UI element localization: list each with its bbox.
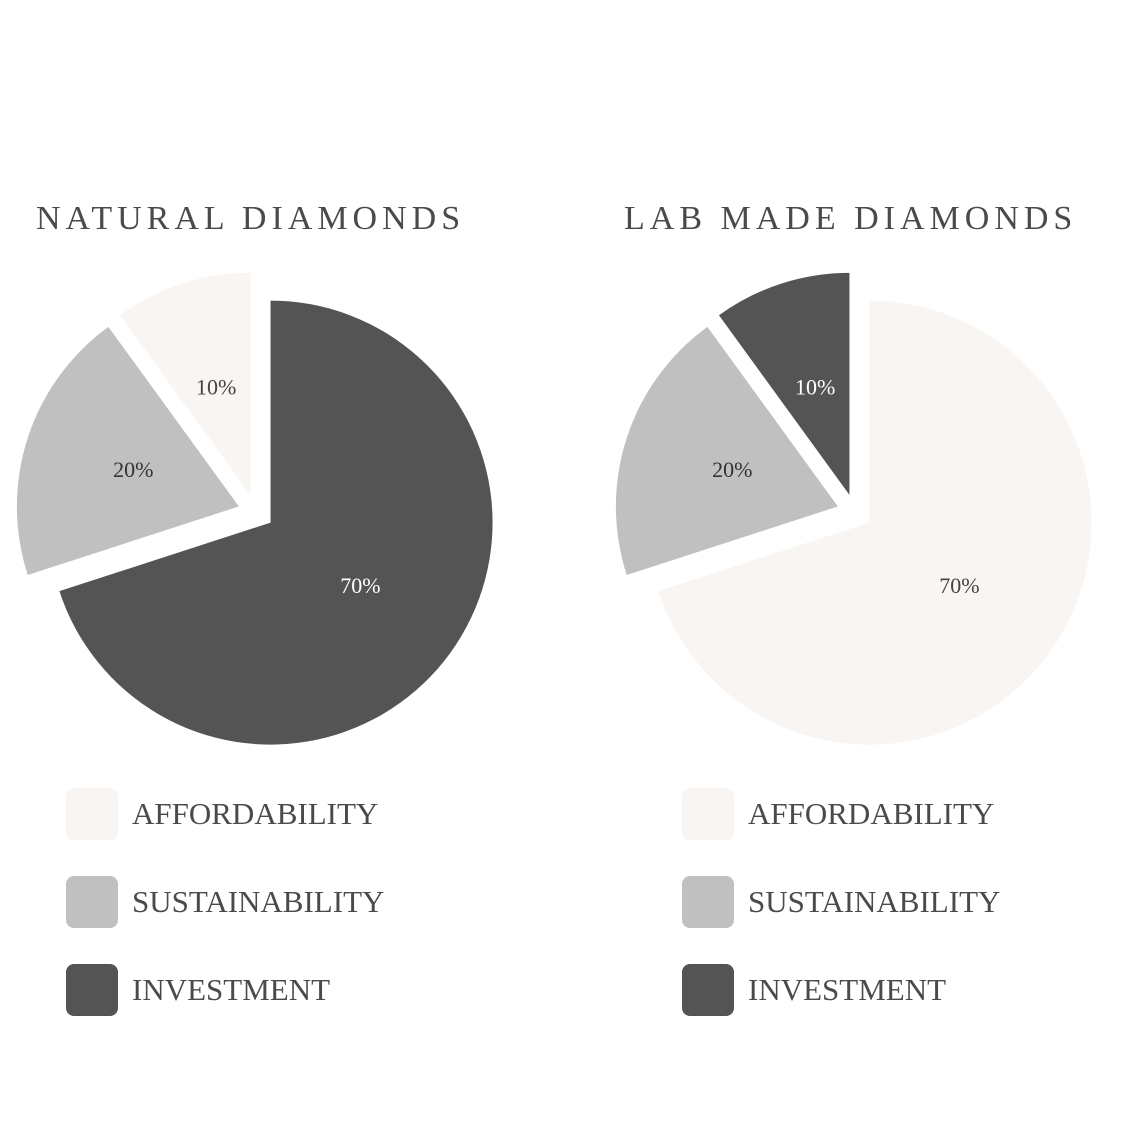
lab-diamonds-legend: AFFORDABILITY SUSTAINABILITY INVESTMENT xyxy=(682,788,1000,1052)
legend-label-investment: INVESTMENT xyxy=(132,972,331,1007)
legend-item-sustainability: SUSTAINABILITY xyxy=(682,876,1000,928)
legend-swatch-sustainability xyxy=(66,876,118,928)
legend-label-sustainability: SUSTAINABILITY xyxy=(132,884,385,919)
legend-item-sustainability: SUSTAINABILITY xyxy=(66,876,384,928)
legend-item-affordability: AFFORDABILITY xyxy=(66,788,384,840)
legend-item-affordability: AFFORDABILITY xyxy=(682,788,1000,840)
pie-slice-sustainability xyxy=(16,326,239,576)
pie-slice-label-sustainability: 20% xyxy=(113,457,153,482)
natural-diamonds-title: NATURAL DIAMONDS xyxy=(36,200,466,237)
legend-swatch-sustainability xyxy=(682,876,734,928)
pie-slice-sustainability xyxy=(615,326,838,576)
pie-slice-investment xyxy=(59,300,493,745)
legend-label-sustainability: SUSTAINABILITY xyxy=(748,884,1001,919)
pie-slice-affordability xyxy=(119,272,251,495)
legend-swatch-investment xyxy=(682,964,734,1016)
pie-slice-investment xyxy=(718,272,850,495)
pie-slice-label-affordability: 70% xyxy=(939,573,979,598)
pie-slice-label-affordability: 10% xyxy=(196,374,236,399)
legend-label-affordability: AFFORDABILITY xyxy=(748,796,995,831)
pie-slice-label-sustainability: 20% xyxy=(712,457,752,482)
legend-label-affordability: AFFORDABILITY xyxy=(132,796,379,831)
natural-diamonds-legend: AFFORDABILITY SUSTAINABILITY INVESTMENT xyxy=(66,788,384,1052)
legend-swatch-investment xyxy=(66,964,118,1016)
legend-item-investment: INVESTMENT xyxy=(66,964,384,1016)
legend-item-investment: INVESTMENT xyxy=(682,964,1000,1016)
lab-diamonds-title: LAB MADE DIAMONDS xyxy=(624,200,1078,237)
pie-slice-label-investment: 10% xyxy=(795,374,835,399)
legend-swatch-affordability xyxy=(682,788,734,840)
pie-slice-label-investment: 70% xyxy=(340,573,380,598)
legend-label-investment: INVESTMENT xyxy=(748,972,947,1007)
legend-swatch-affordability xyxy=(66,788,118,840)
natural-diamonds-pie: 70% 20% 10% xyxy=(16,272,493,745)
lab-diamonds-pie: 70% 20% 10% xyxy=(615,272,1092,745)
pie-slice-affordability xyxy=(658,300,1092,745)
